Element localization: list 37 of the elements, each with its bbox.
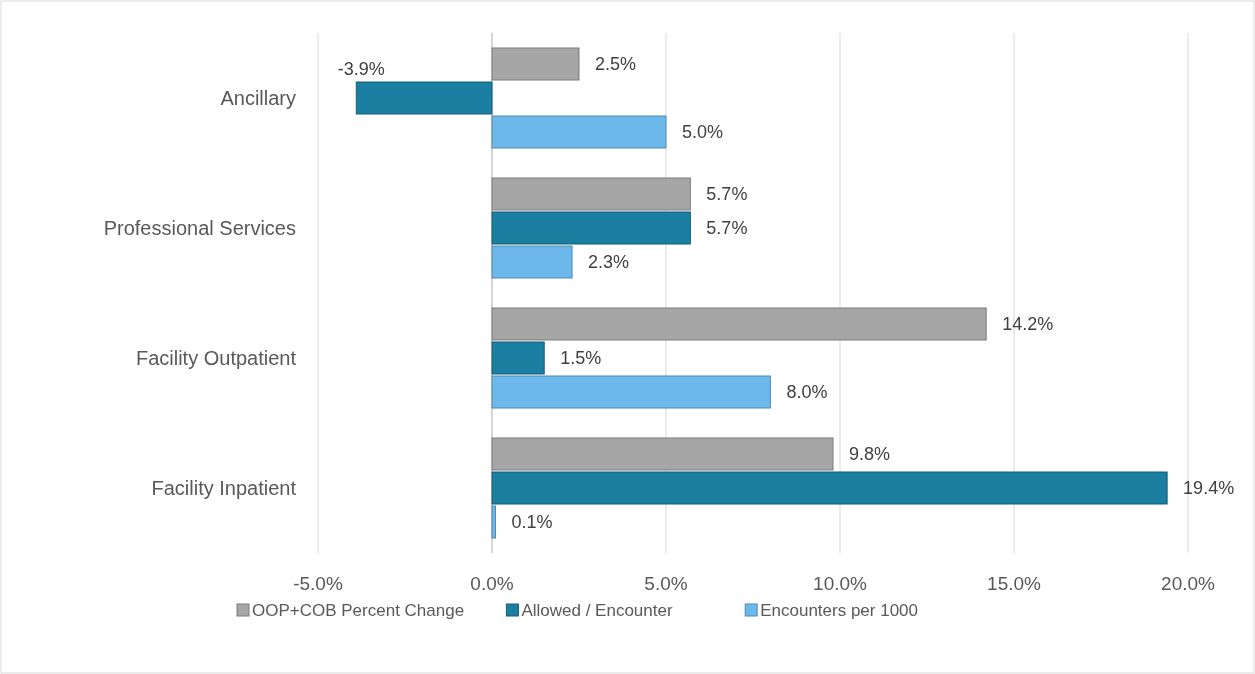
bar [491, 471, 1168, 505]
data-label: 5.7% [706, 184, 748, 204]
x-tick-label: 0.0% [470, 573, 514, 594]
x-tick-label: 5.0% [644, 573, 688, 594]
bar [491, 341, 545, 375]
bar [491, 375, 771, 409]
x-tick-label: -5.0% [293, 573, 343, 594]
bar [491, 245, 573, 279]
bar [491, 307, 987, 341]
data-label: 5.7% [706, 218, 748, 238]
data-label: 2.5% [595, 54, 637, 74]
bar [491, 47, 580, 81]
bar [491, 115, 667, 149]
data-label: 14.2% [1002, 314, 1054, 334]
data-label: 2.3% [588, 252, 630, 272]
x-tick-label: 15.0% [987, 573, 1042, 594]
bar [491, 505, 496, 539]
data-label: -3.9% [337, 59, 385, 79]
bar [491, 211, 691, 245]
data-label: 5.0% [682, 122, 724, 142]
y-tick-label: Ancillary [220, 87, 296, 109]
x-tick-label: 10.0% [813, 573, 868, 594]
legend-label: OOP+COB Percent Change [252, 601, 465, 620]
data-label: 0.1% [511, 512, 553, 532]
legend-label: Encounters per 1000 [760, 601, 919, 620]
bar [355, 81, 493, 115]
bar [491, 177, 691, 211]
data-label: 19.4% [1183, 478, 1235, 498]
data-label: 9.8% [849, 444, 891, 464]
y-tick-label: Professional Services [103, 217, 296, 239]
x-tick-label: 20.0% [1161, 573, 1216, 594]
legend-label: Allowed / Encounter [521, 601, 673, 620]
y-tick-label: Facility Outpatient [135, 347, 297, 369]
bar [491, 437, 834, 471]
data-label: 8.0% [786, 382, 828, 402]
y-tick-label: Facility Inpatient [151, 477, 297, 499]
data-label: 1.5% [560, 348, 602, 368]
